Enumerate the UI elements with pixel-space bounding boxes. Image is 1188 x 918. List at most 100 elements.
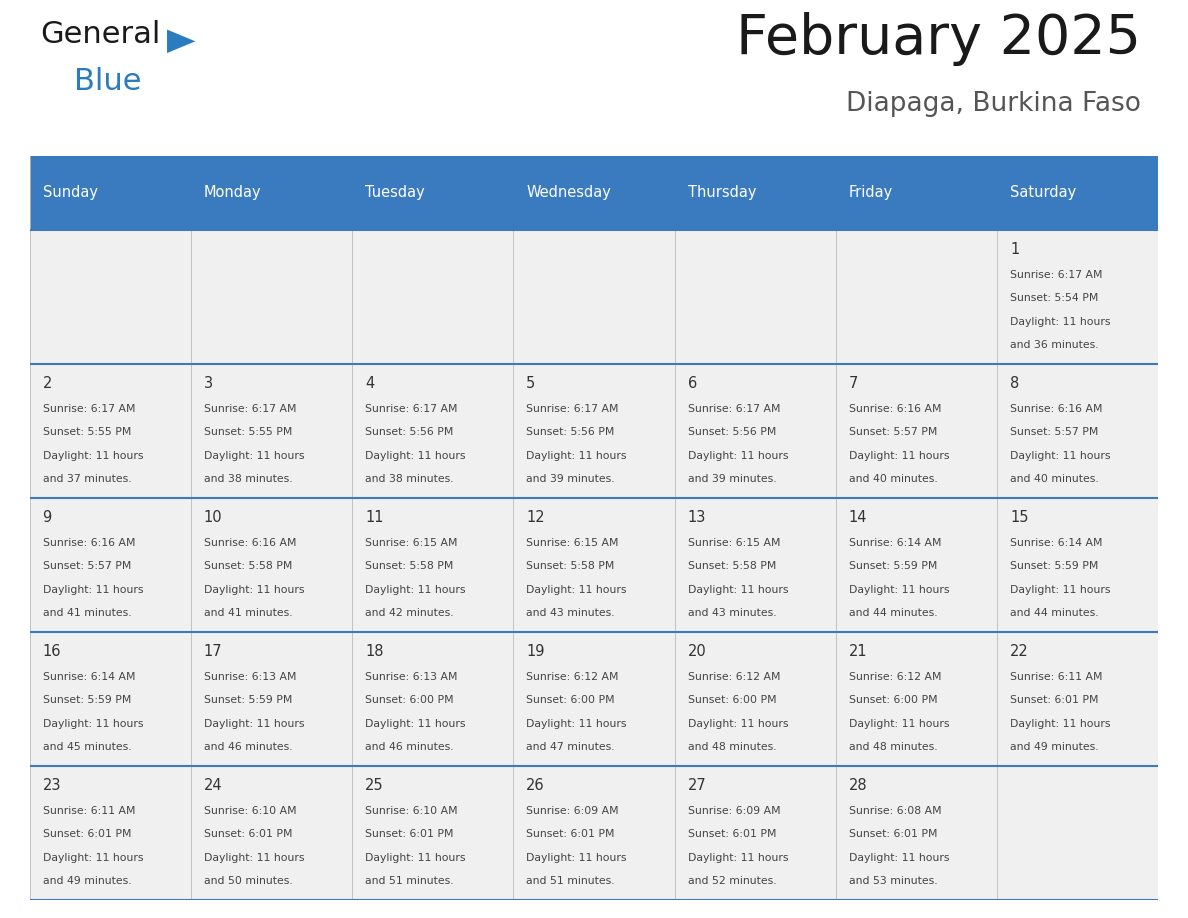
Text: and 49 minutes.: and 49 minutes. xyxy=(1010,743,1099,752)
Text: Sunset: 6:00 PM: Sunset: 6:00 PM xyxy=(848,695,937,705)
Text: Daylight: 11 hours: Daylight: 11 hours xyxy=(526,719,627,729)
Text: and 50 minutes.: and 50 minutes. xyxy=(204,876,292,886)
Text: and 51 minutes.: and 51 minutes. xyxy=(526,876,615,886)
Text: Sunrise: 6:11 AM: Sunrise: 6:11 AM xyxy=(43,806,135,816)
Text: Sunrise: 6:14 AM: Sunrise: 6:14 AM xyxy=(848,538,941,548)
Text: Daylight: 11 hours: Daylight: 11 hours xyxy=(848,853,949,863)
Text: Sunset: 5:59 PM: Sunset: 5:59 PM xyxy=(204,695,292,705)
Text: Sunrise: 6:12 AM: Sunrise: 6:12 AM xyxy=(526,672,619,682)
Bar xyxy=(836,766,997,900)
Text: Sunset: 5:56 PM: Sunset: 5:56 PM xyxy=(526,428,614,437)
Text: 16: 16 xyxy=(43,644,61,659)
Bar xyxy=(675,364,836,498)
Text: Friday: Friday xyxy=(848,185,893,200)
Text: Blue: Blue xyxy=(74,67,141,95)
Bar xyxy=(513,230,675,364)
Text: Daylight: 11 hours: Daylight: 11 hours xyxy=(365,853,466,863)
Text: and 48 minutes.: and 48 minutes. xyxy=(688,743,776,752)
Text: 13: 13 xyxy=(688,509,706,525)
Text: 12: 12 xyxy=(526,509,545,525)
Text: Sunrise: 6:12 AM: Sunrise: 6:12 AM xyxy=(688,672,781,682)
Text: Sunset: 5:58 PM: Sunset: 5:58 PM xyxy=(204,561,292,571)
Text: 26: 26 xyxy=(526,778,545,793)
Text: General: General xyxy=(40,19,160,49)
Text: and 42 minutes.: and 42 minutes. xyxy=(365,609,454,618)
Text: Sunday: Sunday xyxy=(43,185,97,200)
Bar xyxy=(352,766,513,900)
Bar xyxy=(30,364,191,498)
Text: Sunrise: 6:10 AM: Sunrise: 6:10 AM xyxy=(365,806,457,816)
Text: Sunset: 5:55 PM: Sunset: 5:55 PM xyxy=(43,428,131,437)
Text: Sunset: 6:01 PM: Sunset: 6:01 PM xyxy=(526,829,614,839)
Text: and 39 minutes.: and 39 minutes. xyxy=(688,475,776,485)
Text: and 38 minutes.: and 38 minutes. xyxy=(365,475,454,485)
Text: Daylight: 11 hours: Daylight: 11 hours xyxy=(1010,317,1111,327)
Text: Sunset: 5:58 PM: Sunset: 5:58 PM xyxy=(688,561,776,571)
Bar xyxy=(997,156,1158,230)
Text: Sunset: 5:57 PM: Sunset: 5:57 PM xyxy=(1010,428,1099,437)
Text: Daylight: 11 hours: Daylight: 11 hours xyxy=(1010,585,1111,595)
Text: Sunrise: 6:16 AM: Sunrise: 6:16 AM xyxy=(43,538,135,548)
Text: Saturday: Saturday xyxy=(1010,185,1076,200)
Text: Daylight: 11 hours: Daylight: 11 hours xyxy=(204,451,304,461)
Text: and 44 minutes.: and 44 minutes. xyxy=(848,609,937,618)
Text: Daylight: 11 hours: Daylight: 11 hours xyxy=(204,719,304,729)
Text: Sunrise: 6:15 AM: Sunrise: 6:15 AM xyxy=(688,538,781,548)
Bar xyxy=(997,498,1158,632)
Text: Sunset: 6:01 PM: Sunset: 6:01 PM xyxy=(1010,695,1099,705)
Text: 15: 15 xyxy=(1010,509,1029,525)
Bar xyxy=(997,766,1158,900)
Text: Daylight: 11 hours: Daylight: 11 hours xyxy=(1010,719,1111,729)
Text: 24: 24 xyxy=(204,778,222,793)
Text: Sunrise: 6:09 AM: Sunrise: 6:09 AM xyxy=(526,806,619,816)
Text: Diapaga, Burkina Faso: Diapaga, Burkina Faso xyxy=(846,91,1142,117)
Text: and 36 minutes.: and 36 minutes. xyxy=(1010,341,1099,351)
Text: and 41 minutes.: and 41 minutes. xyxy=(204,609,292,618)
Text: and 39 minutes.: and 39 minutes. xyxy=(526,475,615,485)
Text: Daylight: 11 hours: Daylight: 11 hours xyxy=(1010,451,1111,461)
Text: 22: 22 xyxy=(1010,644,1029,659)
Text: 28: 28 xyxy=(848,778,867,793)
Text: 6: 6 xyxy=(688,375,697,391)
Text: 18: 18 xyxy=(365,644,384,659)
Text: Sunrise: 6:16 AM: Sunrise: 6:16 AM xyxy=(204,538,296,548)
Text: 9: 9 xyxy=(43,509,52,525)
Bar xyxy=(513,766,675,900)
Bar xyxy=(191,156,352,230)
Text: 23: 23 xyxy=(43,778,61,793)
Text: and 44 minutes.: and 44 minutes. xyxy=(1010,609,1099,618)
Text: Sunset: 6:00 PM: Sunset: 6:00 PM xyxy=(688,695,776,705)
Text: 17: 17 xyxy=(204,644,222,659)
Bar xyxy=(836,498,997,632)
Text: Sunrise: 6:09 AM: Sunrise: 6:09 AM xyxy=(688,806,781,816)
Text: 3: 3 xyxy=(204,375,213,391)
Text: Daylight: 11 hours: Daylight: 11 hours xyxy=(365,451,466,461)
Bar xyxy=(513,364,675,498)
Text: Sunrise: 6:17 AM: Sunrise: 6:17 AM xyxy=(1010,270,1102,280)
Text: and 51 minutes.: and 51 minutes. xyxy=(365,876,454,886)
Text: and 47 minutes.: and 47 minutes. xyxy=(526,743,615,752)
Bar xyxy=(836,230,997,364)
Text: Sunset: 5:56 PM: Sunset: 5:56 PM xyxy=(365,428,454,437)
Text: Sunrise: 6:15 AM: Sunrise: 6:15 AM xyxy=(365,538,457,548)
Text: and 53 minutes.: and 53 minutes. xyxy=(848,876,937,886)
Text: Sunrise: 6:15 AM: Sunrise: 6:15 AM xyxy=(526,538,619,548)
Text: 20: 20 xyxy=(688,644,706,659)
Text: Sunrise: 6:16 AM: Sunrise: 6:16 AM xyxy=(1010,404,1102,414)
Text: Daylight: 11 hours: Daylight: 11 hours xyxy=(204,853,304,863)
Text: 2: 2 xyxy=(43,375,52,391)
Text: Sunrise: 6:13 AM: Sunrise: 6:13 AM xyxy=(204,672,296,682)
Text: Daylight: 11 hours: Daylight: 11 hours xyxy=(848,451,949,461)
Text: Daylight: 11 hours: Daylight: 11 hours xyxy=(848,719,949,729)
Text: Sunset: 6:01 PM: Sunset: 6:01 PM xyxy=(204,829,292,839)
Text: Sunset: 6:00 PM: Sunset: 6:00 PM xyxy=(526,695,615,705)
Text: Wednesday: Wednesday xyxy=(526,185,611,200)
Bar xyxy=(30,156,191,230)
Text: 14: 14 xyxy=(848,509,867,525)
Text: and 45 minutes.: and 45 minutes. xyxy=(43,743,131,752)
Bar xyxy=(30,230,191,364)
Bar xyxy=(30,766,191,900)
Text: Sunrise: 6:10 AM: Sunrise: 6:10 AM xyxy=(204,806,297,816)
Bar xyxy=(191,364,352,498)
Text: Sunrise: 6:16 AM: Sunrise: 6:16 AM xyxy=(848,404,941,414)
